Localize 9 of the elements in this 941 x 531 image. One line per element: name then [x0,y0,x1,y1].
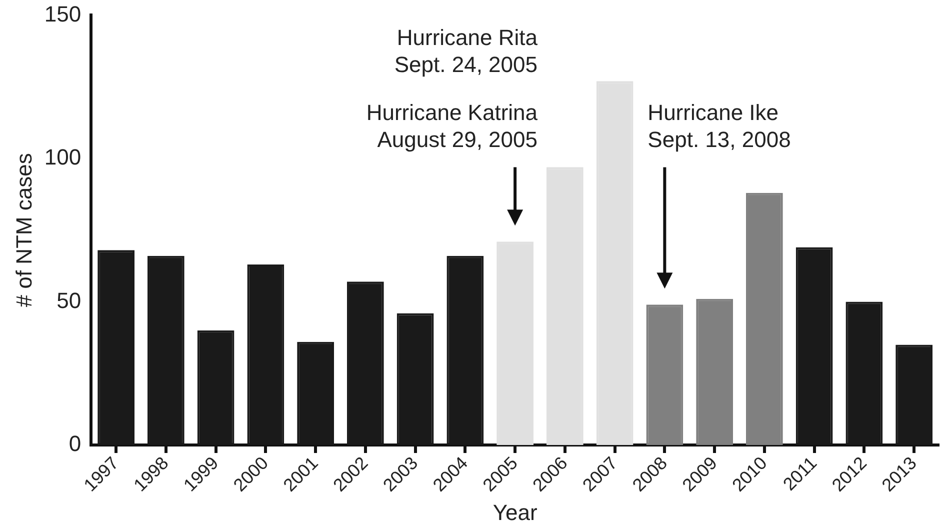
annotation: Hurricane Katrina August 29, 2005 [366,100,538,152]
y-axis-title: # of NTM cases [11,153,36,308]
y-tick-label: 100 [44,144,82,170]
annotation: Hurricane Ike Sept. 13, 2008 [648,100,791,152]
y-tick-label: 0 [68,431,82,456]
annotation: Hurricane Rita Sept. 24, 2005 [394,25,538,78]
y-tick-label: 50 [56,288,82,313]
y-tick-label: 150 [44,1,82,26]
x-axis-title: Year [492,500,538,525]
